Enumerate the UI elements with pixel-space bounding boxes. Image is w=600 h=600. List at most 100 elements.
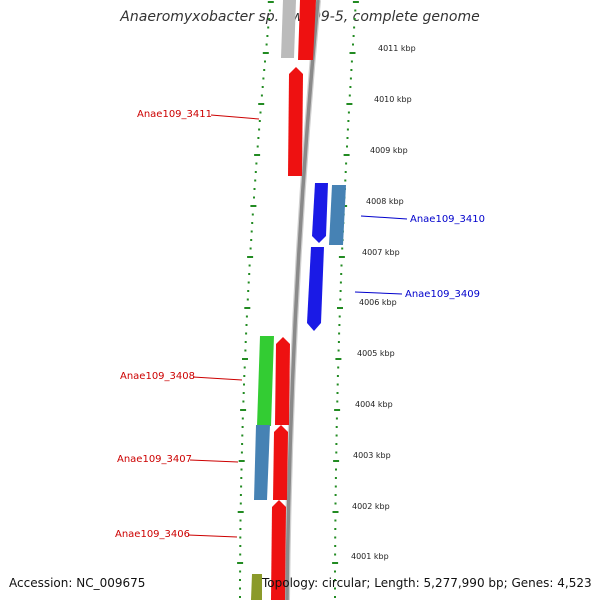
outer-tick xyxy=(249,247,252,250)
leader-anae109-3410 xyxy=(360,215,408,220)
gene-anae109-3407-red[interactable] xyxy=(273,425,288,500)
inner-tick xyxy=(346,145,348,148)
outer-tick xyxy=(238,460,245,462)
scale-label: 4004 kbp xyxy=(355,400,393,409)
gene-anae109-3410-blue[interactable] xyxy=(312,183,328,243)
gene-label-anae109-3407[interactable]: Anae109_3407 xyxy=(117,454,192,465)
inner-tick xyxy=(346,137,349,139)
topology-summary: Topology: circular; Length: 5,277,990 bp… xyxy=(262,576,592,590)
gene-anae109-3406[interactable] xyxy=(271,500,286,600)
leader-anae109-3411 xyxy=(210,114,260,120)
inner-tick xyxy=(334,477,337,479)
outer-tick xyxy=(254,171,257,173)
gene-anae109-3410[interactable] xyxy=(329,185,346,245)
outer-tick xyxy=(261,86,264,88)
inner-tick xyxy=(335,434,338,437)
inner-tick xyxy=(334,409,341,411)
outer-tick xyxy=(242,400,245,403)
inner-tick xyxy=(333,460,340,462)
inner-tick xyxy=(346,103,353,105)
outer-tick xyxy=(248,273,251,275)
outer-tick xyxy=(239,528,242,530)
inner-tick xyxy=(334,528,337,530)
outer-tick xyxy=(239,502,242,505)
scale-label: 4005 kbp xyxy=(357,349,395,358)
gene-anae109-3409[interactable] xyxy=(307,247,324,331)
gene-anae109-3408-red[interactable] xyxy=(275,337,290,425)
scale-label: 4007 kbp xyxy=(362,248,400,257)
gene-labels: Anae109_3411 Anae109_3410 Anae109_3409 A… xyxy=(115,109,485,540)
inner-tick xyxy=(348,94,351,97)
outer-tick xyxy=(265,43,268,46)
outer-tick xyxy=(242,392,245,394)
outer-tick xyxy=(250,239,253,241)
outer-tick xyxy=(245,315,248,318)
inner-tick xyxy=(354,9,357,12)
outer-tick xyxy=(266,35,269,37)
outer-tick xyxy=(267,26,270,29)
inner-tick xyxy=(335,468,337,471)
gene-label-anae109-3411[interactable]: Anae109_3411 xyxy=(137,109,212,120)
leader-anae109-3408 xyxy=(192,376,243,381)
gene-label-anae109-3408[interactable]: Anae109_3408 xyxy=(120,371,195,382)
inner-tick xyxy=(340,273,343,275)
outer-tick xyxy=(239,596,241,598)
outer-tick xyxy=(253,196,255,199)
outer-tick xyxy=(244,307,251,309)
outer-tick xyxy=(254,154,261,156)
scale-label: 4010 kbp xyxy=(374,95,412,104)
outer-tick xyxy=(240,477,243,479)
inner-tick xyxy=(337,349,340,352)
inner-tick xyxy=(338,315,341,318)
outer-tick xyxy=(251,222,254,224)
genome-backbone xyxy=(285,0,320,600)
leader-anae109-3407 xyxy=(189,459,239,463)
inner-tick xyxy=(334,485,337,488)
scale-label: 4008 kbp xyxy=(366,197,404,206)
inner-tick xyxy=(336,375,339,377)
inner-tick xyxy=(337,307,343,309)
outer-tick xyxy=(259,111,262,114)
gene-olive-bottom[interactable] xyxy=(251,574,262,600)
gene-anae109-3408[interactable] xyxy=(257,336,274,426)
inner-tick xyxy=(353,26,356,29)
gene-grey[interactable] xyxy=(281,0,296,58)
inner-tick xyxy=(338,324,341,326)
outer-tick xyxy=(240,451,243,454)
gene-red-top[interactable] xyxy=(298,0,316,60)
inner-tick xyxy=(350,69,353,71)
gene-label-anae109-3406[interactable]: Anae109_3406 xyxy=(115,529,190,540)
inner-tick xyxy=(334,579,336,581)
inner-tick xyxy=(339,290,342,292)
outer-tick xyxy=(239,545,242,547)
inner-tick xyxy=(345,162,348,165)
outer-tick xyxy=(243,383,245,386)
inner-tick xyxy=(334,553,337,556)
scale-label: 4011 kbp xyxy=(378,44,416,53)
scale-label: 4003 kbp xyxy=(353,451,391,460)
inner-tick xyxy=(334,596,336,598)
inner-tick xyxy=(334,502,337,505)
inner-tick xyxy=(334,494,337,496)
inner-tick xyxy=(341,247,344,250)
outer-tick xyxy=(242,358,248,360)
outer-tick xyxy=(239,579,241,581)
gene-anae109-3411[interactable] xyxy=(288,67,303,176)
gene-label-anae109-3409[interactable]: Anae109_3409 xyxy=(405,289,480,300)
inner-tick xyxy=(352,35,355,37)
inner-tick xyxy=(339,281,342,284)
outer-tick xyxy=(255,162,258,165)
inner-tick xyxy=(335,426,338,428)
outer-tick xyxy=(240,409,247,411)
outer-tick xyxy=(241,443,244,445)
outer-tick xyxy=(243,366,246,369)
outer-tick-ring xyxy=(237,1,274,598)
outer-tick xyxy=(247,256,254,258)
outer-tick xyxy=(264,60,266,63)
scale-label: 4002 kbp xyxy=(352,502,390,511)
gene-anae109-3407[interactable] xyxy=(254,425,270,500)
outer-tick xyxy=(241,434,244,437)
gene-label-anae109-3410[interactable]: Anae109_3410 xyxy=(410,214,485,225)
inner-tick xyxy=(352,43,354,46)
